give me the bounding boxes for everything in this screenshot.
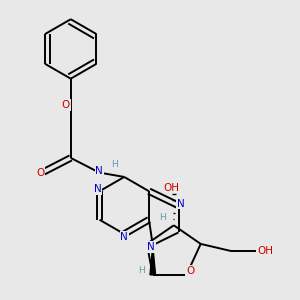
Text: H: H <box>138 266 145 274</box>
Text: N: N <box>94 184 101 194</box>
Text: O: O <box>36 168 44 178</box>
Text: N: N <box>177 199 184 208</box>
Text: OH: OH <box>257 246 273 256</box>
Text: N: N <box>147 242 155 252</box>
Text: N: N <box>95 166 103 176</box>
Polygon shape <box>150 245 155 275</box>
Text: H: H <box>111 160 118 169</box>
Text: H: H <box>159 213 166 222</box>
Text: O: O <box>61 100 70 110</box>
Text: N: N <box>120 232 128 242</box>
Text: OH: OH <box>164 183 180 193</box>
Text: O: O <box>186 266 194 276</box>
